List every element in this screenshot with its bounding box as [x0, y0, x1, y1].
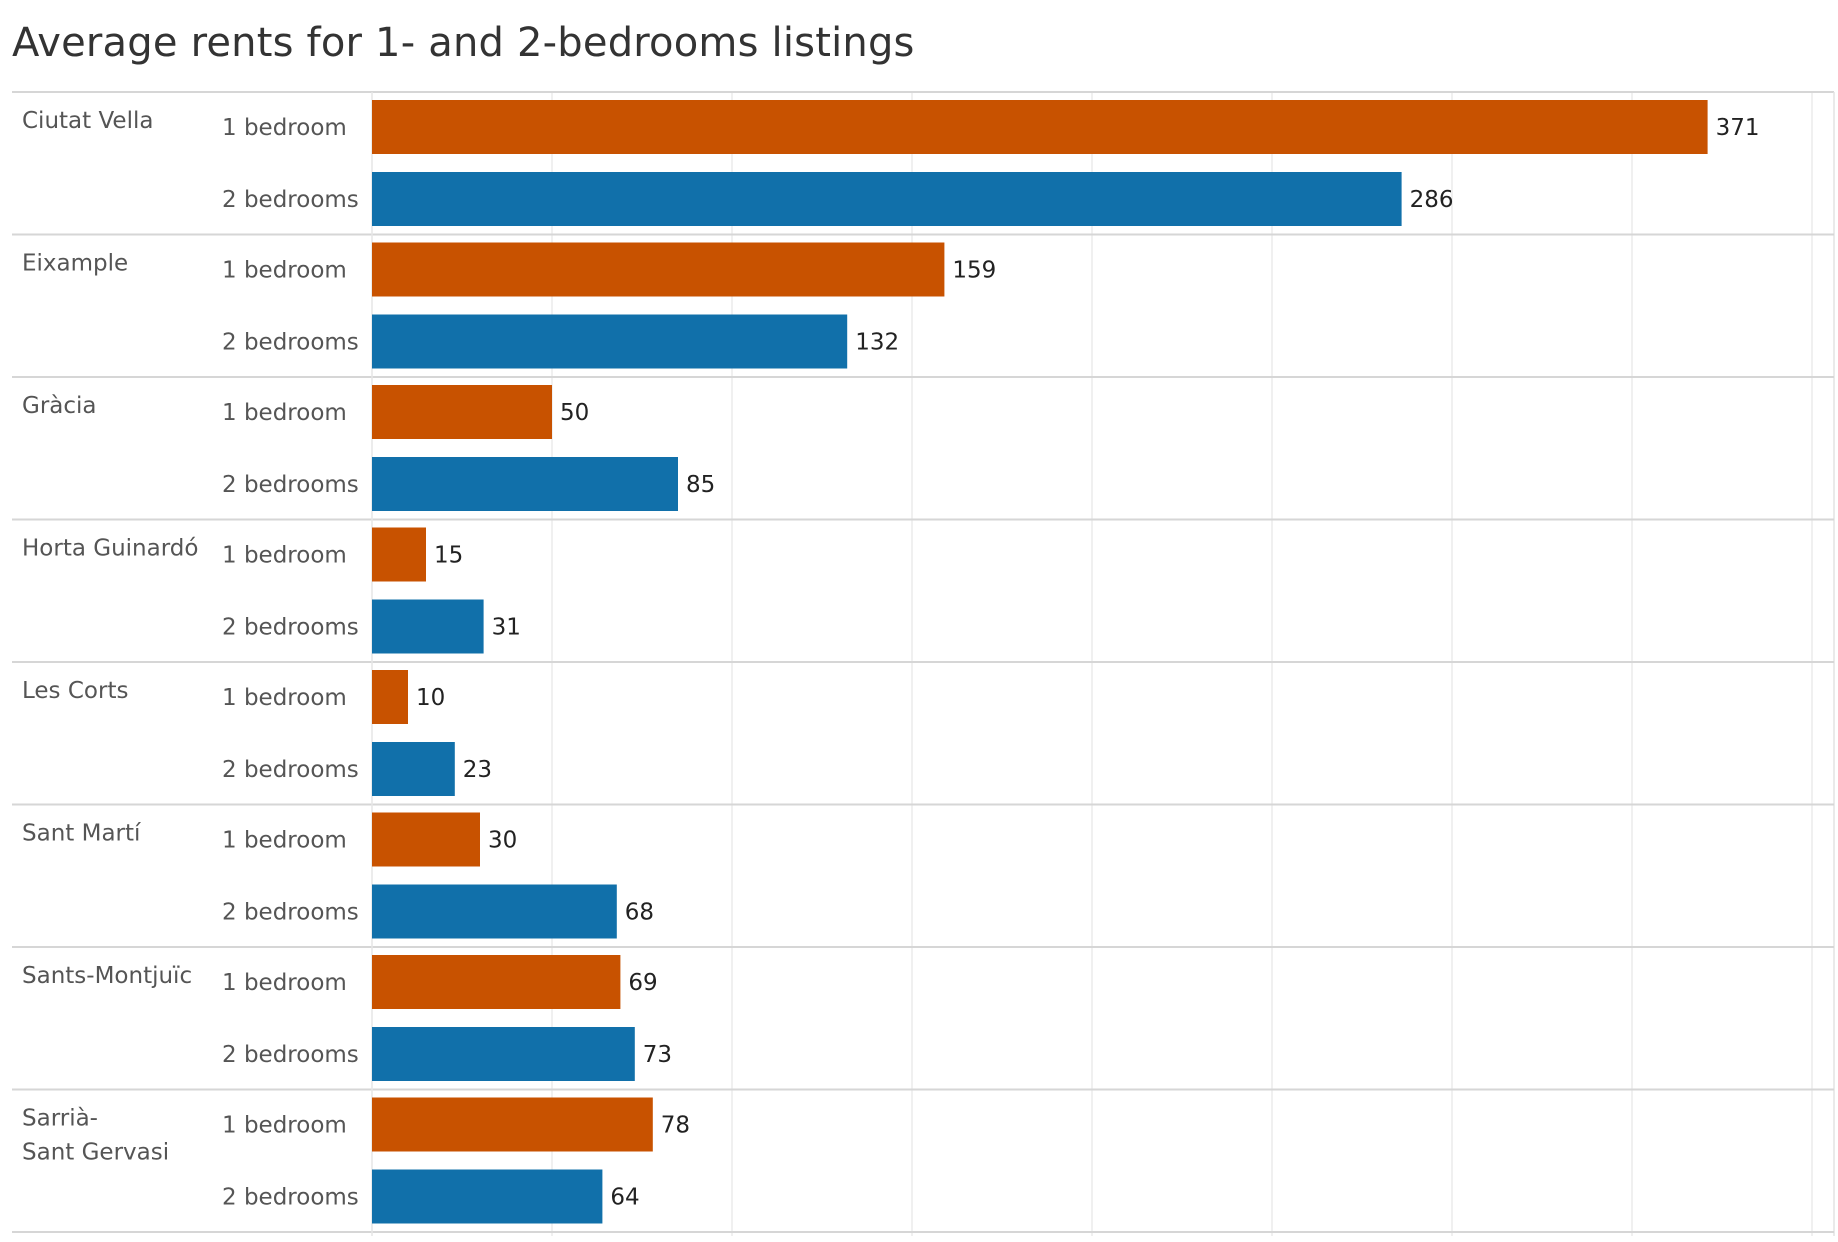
bedroom-label: 1 bedroom	[222, 400, 347, 426]
bar	[372, 457, 678, 511]
bar	[372, 242, 945, 297]
bedroom-label: 1 bedroom	[222, 258, 347, 284]
bar	[372, 955, 621, 1009]
district-label-line: Horta Guinardó	[22, 536, 198, 562]
district-label: Sant Martí	[22, 821, 141, 847]
district-label: Horta Guinardó	[22, 536, 198, 562]
bar	[372, 314, 848, 369]
district-label: Sants-Montjuïc	[22, 963, 192, 989]
bar	[372, 884, 617, 939]
bedroom-label: 1 bedroom	[222, 543, 347, 569]
labels: Ciutat Vella 1 bedroom 371 2 bedrooms 286 Eix…	[22, 108, 1760, 1211]
bar	[372, 1169, 603, 1224]
bar	[372, 527, 426, 582]
bedroom-label: 1 bedroom	[222, 828, 347, 854]
district-label-line: Les Corts	[22, 678, 128, 704]
data-label: 73	[643, 1042, 672, 1068]
data-label: 78	[661, 1113, 690, 1139]
bedroom-label: 2 bedrooms	[222, 187, 359, 213]
bar	[372, 385, 552, 439]
data-label: 132	[855, 330, 899, 356]
district-label: Eixample	[22, 251, 128, 277]
district-label: Ciutat Vella	[22, 108, 153, 134]
district-label-line: Gràcia	[22, 393, 97, 419]
bar	[372, 742, 455, 796]
district-label-line: Eixample	[22, 251, 128, 277]
district-label-line: Sant Gervasi	[22, 1140, 169, 1166]
district-label-line: Sarrià-	[22, 1106, 98, 1132]
data-label: 50	[560, 400, 589, 426]
data-label: 23	[463, 757, 492, 783]
bedroom-label: 2 bedrooms	[222, 472, 359, 498]
bar	[372, 172, 1402, 226]
data-label: 159	[952, 258, 996, 284]
bar	[372, 1097, 653, 1152]
bedroom-label: 1 bedroom	[222, 1113, 347, 1139]
data-label: 31	[492, 615, 521, 641]
bedroom-label: 2 bedrooms	[222, 900, 359, 926]
bars	[372, 100, 1708, 1224]
data-label: 15	[434, 543, 463, 569]
bar	[372, 100, 1708, 154]
bar	[372, 812, 480, 867]
district-label: Sarrià- Sant Gervasi	[22, 1106, 169, 1166]
bedroom-label: 2 bedrooms	[222, 757, 359, 783]
chart-title: Average rents for 1- and 2-bedrooms list…	[12, 20, 915, 66]
bar	[372, 1027, 635, 1081]
data-label: 30	[488, 828, 517, 854]
bar	[372, 599, 484, 654]
district-label-line: Sant Martí	[22, 821, 141, 847]
district-label: Les Corts	[22, 678, 128, 704]
bedroom-label: 1 bedroom	[222, 115, 347, 141]
bedroom-label: 1 bedroom	[222, 970, 347, 996]
data-label: 371	[1716, 115, 1760, 141]
data-label: 286	[1410, 187, 1454, 213]
data-label: 69	[628, 970, 657, 996]
bedroom-label: 2 bedrooms	[222, 1185, 359, 1211]
data-label: 68	[625, 900, 654, 926]
data-label: 10	[416, 685, 445, 711]
district-label-line: Ciutat Vella	[22, 108, 153, 134]
district-label-line: Sants-Montjuïc	[22, 963, 192, 989]
data-label: 85	[686, 472, 715, 498]
district-label: Gràcia	[22, 393, 97, 419]
data-label: 64	[610, 1185, 639, 1211]
bedroom-label: 2 bedrooms	[222, 615, 359, 641]
bedroom-label: 2 bedrooms	[222, 1042, 359, 1068]
bedroom-label: 1 bedroom	[222, 685, 347, 711]
bar	[372, 670, 408, 724]
bedroom-label: 2 bedrooms	[222, 330, 359, 356]
